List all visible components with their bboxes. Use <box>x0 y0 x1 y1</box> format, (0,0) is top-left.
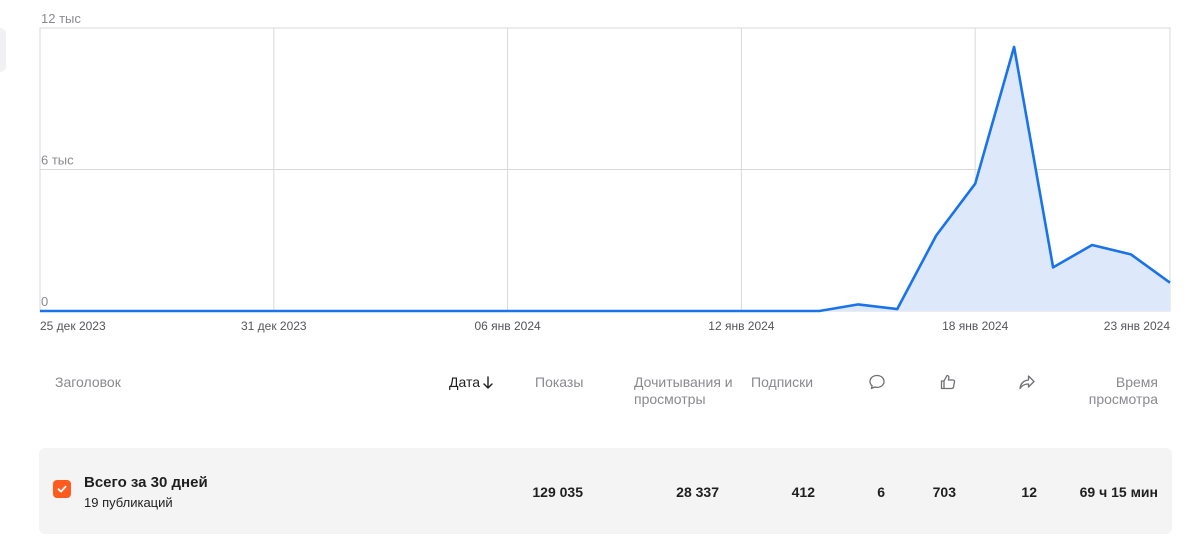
x-tick-label: 06 янв 2024 <box>474 319 541 333</box>
y-tick-label: 6 тыс <box>41 153 74 168</box>
views-chart: 0 6 тыс 12 тыс 25 дек 2023 31 дек 2023 06 ян… <box>39 11 1171 333</box>
x-tick-label: 31 дек 2023 <box>241 319 307 333</box>
side-tab[interactable] <box>0 28 6 72</box>
y-axis-labels: 0 6 тыс 12 тыс <box>41 11 81 309</box>
share-icon[interactable] <box>1018 373 1036 391</box>
col-header-subscriptions[interactable]: Подписки <box>751 374 814 390</box>
series-line <box>40 45 1171 313</box>
col-header-time[interactable]: Время просмотра <box>1088 374 1158 407</box>
summary-likes: 703 <box>932 484 956 500</box>
col-header-reads[interactable]: Дочитывания и просмотры <box>634 374 733 407</box>
x-tick-label: 18 янв 2024 <box>942 319 1009 333</box>
check-icon <box>57 485 67 493</box>
col-header-date[interactable]: Дата <box>449 374 494 391</box>
x-tick-label: 12 янв 2024 <box>708 319 775 333</box>
thumbs-up-icon[interactable] <box>939 373 957 391</box>
y-tick-label: 0 <box>41 294 48 309</box>
summary-row: Всего за 30 дней 19 публикаций 129 035 2… <box>39 448 1172 534</box>
col-header-impressions[interactable]: Показы <box>535 374 584 390</box>
summary-subscriptions: 412 <box>791 484 815 500</box>
summary-impressions: 129 035 <box>532 484 583 500</box>
summary-title: Всего за 30 дней <box>84 474 208 491</box>
summary-reads: 28 337 <box>676 484 719 500</box>
summary-comments: 6 <box>877 484 885 500</box>
summary-checkbox[interactable] <box>53 480 71 498</box>
summary-subtitle: 19 публикаций <box>84 495 173 510</box>
col-header-date-label: Дата <box>449 374 481 390</box>
col-header-title[interactable]: Заголовок <box>55 374 121 390</box>
series-area <box>40 46 1170 312</box>
arrow-down-icon <box>482 375 494 390</box>
x-tick-label: 23 янв 2024 <box>1104 319 1171 333</box>
summary-shares: 12 <box>1021 484 1037 500</box>
x-tick-label: 25 дек 2023 <box>40 319 106 333</box>
y-tick-label: 12 тыс <box>41 11 81 26</box>
summary-time: 69 ч 15 мин <box>1079 484 1158 500</box>
comment-icon[interactable] <box>868 373 886 391</box>
x-axis-labels: 25 дек 2023 31 дек 2023 06 янв 2024 12 янв … <box>40 319 1170 333</box>
